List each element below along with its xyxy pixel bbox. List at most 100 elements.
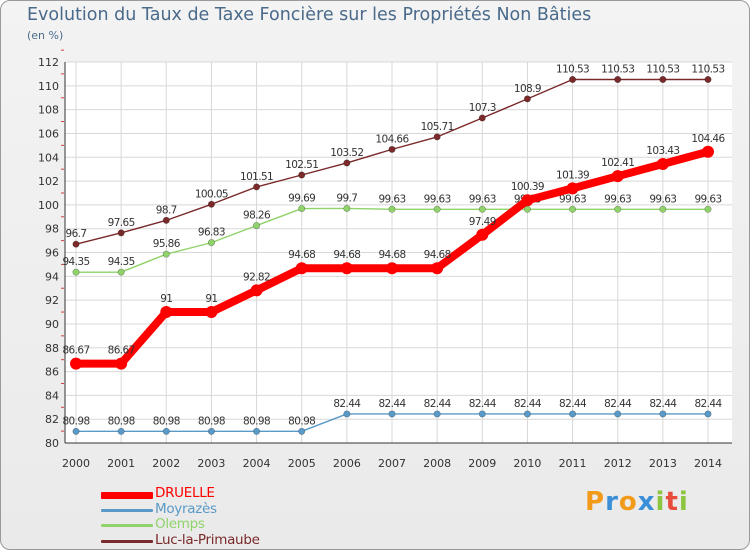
y-tick-label: 102: [38, 175, 59, 188]
data-label-druelle: 86.67: [62, 345, 89, 357]
y-tick-label: 80: [45, 437, 59, 450]
data-label-druelle: 91: [160, 293, 172, 305]
data-label-luc-la-primaube: 102.51: [285, 159, 318, 171]
data-label-olemps: 94.35: [108, 256, 135, 268]
data-point-olemps: [659, 205, 667, 213]
data-label-moyraz-s: 82.44: [514, 398, 542, 410]
data-point-moyraz-s: [433, 410, 441, 418]
data-point-druelle: [386, 262, 398, 275]
logo-letter: i: [678, 487, 689, 517]
legend-label: Luc-la-Primaube: [155, 531, 260, 548]
x-tick-label: 2006: [333, 457, 361, 470]
data-point-druelle: [250, 284, 263, 297]
data-point-moyraz-s: [207, 427, 215, 435]
data-point-druelle: [566, 182, 579, 195]
y-tick-label: 90: [45, 318, 59, 331]
data-label-druelle: 102.41: [601, 157, 634, 169]
data-label-moyraz-s: 82.44: [378, 398, 406, 410]
data-label-olemps: 99.63: [378, 193, 405, 205]
data-point-luc-la-primaube: [523, 95, 531, 103]
logo-letter: x: [637, 487, 656, 517]
data-point-olemps: [117, 268, 125, 276]
y-tick-label: 96: [45, 247, 59, 260]
legend-swatch: [101, 508, 153, 512]
y-tick-label: 106: [38, 127, 59, 140]
y-tick-label: 84: [45, 389, 59, 402]
data-point-moyraz-s: [253, 427, 261, 435]
data-point-moyraz-s: [659, 410, 667, 418]
data-point-luc-la-primaube: [659, 76, 667, 84]
x-tick-label: 2012: [604, 457, 632, 470]
data-label-druelle: 94.68: [424, 249, 451, 261]
data-label-moyraz-s: 82.44: [424, 398, 452, 410]
data-label-luc-la-primaube: 110.53: [556, 64, 589, 76]
data-point-luc-la-primaube: [704, 76, 712, 84]
data-label-moyraz-s: 80.98: [243, 415, 270, 427]
data-point-luc-la-primaube: [117, 229, 125, 237]
x-tick-label: 2000: [62, 457, 90, 470]
data-point-moyraz-s: [162, 427, 170, 435]
chart-title: Evolution du Taux de Taxe Foncière sur l…: [27, 5, 592, 25]
chart-subtitle: (en %): [27, 29, 64, 42]
data-point-luc-la-primaube: [569, 76, 577, 84]
data-label-druelle: 101.39: [556, 169, 589, 181]
data-label-druelle: 100.39: [511, 181, 544, 193]
data-point-druelle: [611, 170, 624, 183]
data-point-moyraz-s: [614, 410, 622, 418]
x-tick-label: 2007: [378, 457, 406, 470]
data-point-olemps: [298, 205, 306, 213]
x-tick-label: 2011: [559, 457, 587, 470]
data-label-olemps: 99.69: [288, 193, 315, 205]
x-tick-label: 2002: [152, 457, 180, 470]
logo-letter: P: [585, 487, 606, 517]
data-point-druelle: [70, 357, 82, 370]
data-point-olemps: [162, 250, 170, 258]
x-tick-label: 2003: [197, 457, 225, 470]
data-label-olemps: 99.63: [559, 193, 586, 205]
data-label-luc-la-primaube: 96.7: [66, 228, 87, 240]
legend-swatch: [101, 492, 153, 499]
data-label-olemps: 99.63: [694, 193, 721, 205]
data-point-olemps: [207, 239, 215, 247]
data-point-olemps: [253, 222, 261, 230]
logo-letter: r: [605, 487, 619, 517]
y-tick-label: 94: [45, 270, 59, 283]
x-tick-label: 2004: [243, 457, 271, 470]
data-point-luc-la-primaube: [478, 114, 486, 122]
data-label-moyraz-s: 82.44: [604, 398, 632, 410]
data-point-moyraz-s: [343, 410, 351, 418]
legend-label: DRUELLE: [155, 485, 215, 501]
data-label-olemps: 99.63: [604, 193, 631, 205]
x-tick-label: 2010: [513, 457, 541, 470]
data-label-luc-la-primaube: 101.51: [240, 171, 273, 183]
data-point-luc-la-primaube: [614, 76, 622, 84]
logo-letter: t: [665, 487, 679, 517]
y-tick-label: 108: [38, 104, 59, 117]
data-point-druelle: [476, 228, 489, 241]
data-label-luc-la-primaube: 108.9: [514, 83, 541, 95]
data-point-druelle: [115, 357, 128, 370]
y-tick-label: 98: [45, 223, 59, 236]
data-label-luc-la-primaube: 105.71: [421, 121, 454, 133]
data-point-moyraz-s: [523, 410, 531, 418]
y-tick-label: 88: [45, 342, 59, 355]
data-point-luc-la-primaube: [207, 200, 215, 208]
data-label-moyraz-s: 80.98: [288, 415, 315, 427]
data-point-olemps: [433, 205, 441, 213]
y-tick-label: 110: [38, 80, 59, 93]
data-point-luc-la-primaube: [298, 171, 306, 179]
data-point-luc-la-primaube: [72, 240, 80, 248]
data-label-druelle: 97.49: [469, 216, 496, 228]
y-tick-label: 104: [38, 151, 59, 164]
data-point-moyraz-s: [298, 427, 306, 435]
x-tick-label: 2009: [468, 457, 496, 470]
data-point-olemps: [523, 205, 531, 213]
data-point-olemps: [569, 205, 577, 213]
x-tick-label: 2013: [649, 457, 677, 470]
data-point-olemps: [72, 268, 80, 276]
data-point-druelle: [656, 158, 669, 171]
data-label-druelle: 86.67: [108, 345, 135, 357]
proxiti-logo: Proxiti: [585, 487, 689, 517]
